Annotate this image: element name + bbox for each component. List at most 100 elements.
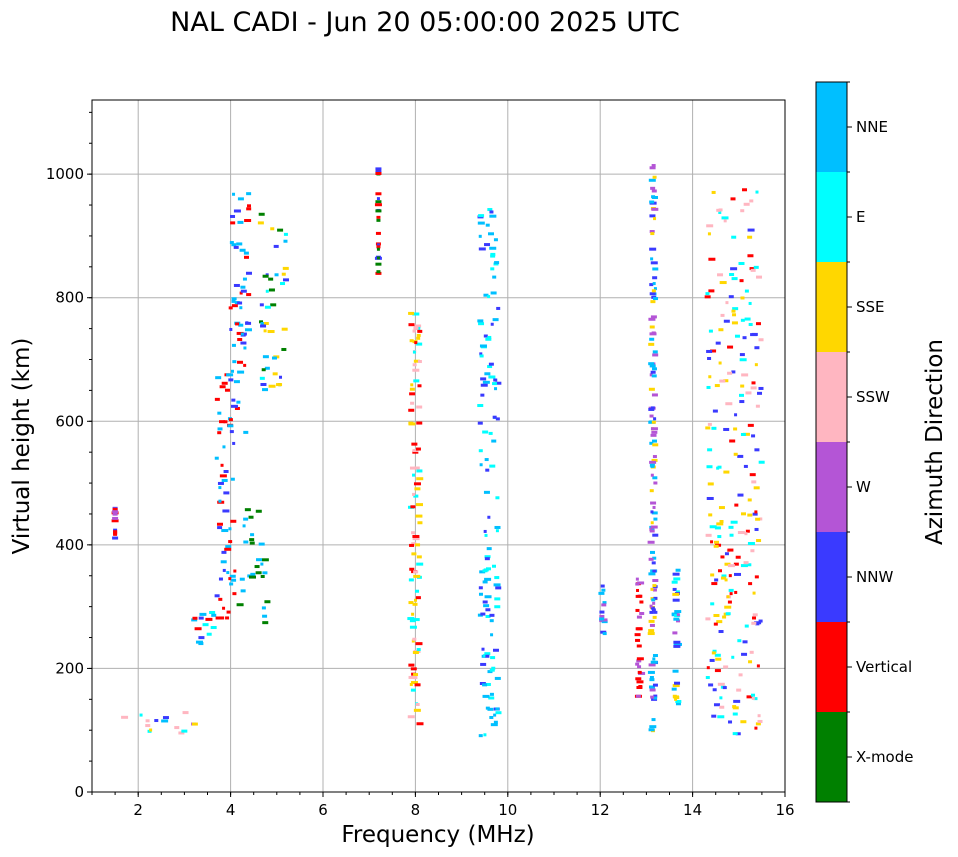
echo-mark [489,246,497,250]
colorbar-segment-e [816,172,847,262]
echo-mark [260,574,265,578]
echo-mark [758,338,764,342]
echo-mark [751,696,755,700]
echo-mark [636,657,644,661]
echo-mark [744,317,751,321]
echo-mark [649,214,656,218]
echo-mark [237,220,244,224]
echo-mark [264,366,270,370]
echo-mark [258,542,265,546]
echo-mark [223,469,229,473]
echo-mark [731,321,738,325]
echo-mark [477,221,485,225]
echo-mark [484,652,491,656]
echo-mark [413,598,417,602]
echo-mark [652,267,659,271]
echo-mark [491,439,497,443]
echo-mark [494,597,501,601]
echo-mark [652,683,658,687]
echo-mark [495,586,502,590]
echo-mark [490,252,496,256]
echo-mark [199,612,207,616]
echo-mark [490,723,498,727]
echo-mark [752,512,758,516]
y-tick-label: 400 [55,536,84,554]
echo-mark [485,706,490,710]
echo-mark [261,558,269,562]
echo-mark [259,303,264,307]
echo-mark [161,719,169,723]
echo-mark [280,282,286,286]
echo-mark [482,694,490,698]
echo-mark [415,514,423,518]
echo-mark [270,303,277,307]
echo-mark [748,323,753,327]
echo-mark [139,713,143,717]
echo-mark [649,166,656,170]
echo-mark [648,387,655,391]
echo-mark [262,274,269,278]
echo-mark [480,383,488,387]
echo-mark [649,337,655,341]
echo-mark [412,312,420,316]
echo-mark [484,243,491,247]
echo-mark [672,587,677,591]
echo-mark [652,588,657,592]
echo-mark [267,330,275,334]
echo-mark [639,594,643,598]
echo-mark [416,469,423,473]
echo-mark [648,342,655,346]
echo-mark [754,575,759,579]
echo-mark [482,380,490,384]
echo-mark [731,235,737,239]
echo-mark [650,606,655,610]
echo-mark [650,257,654,261]
grid-lines [92,100,786,793]
echo-mark [706,465,713,469]
echo-mark [734,334,740,338]
echo-mark [260,322,265,326]
echo-mark [649,610,654,614]
echo-mark [653,696,658,700]
echo-mark [648,362,655,366]
colorbar-segment-nnw [816,532,847,622]
echo-mark [734,503,739,507]
echo-mark [417,521,423,525]
echo-mark [650,406,655,410]
echo-mark [376,215,381,219]
echo-mark [413,466,420,470]
echo-mark [482,430,489,434]
echo-mark [480,393,485,397]
echo-mark [650,232,655,236]
x-tick-label: 10 [498,801,517,819]
echo-mark [740,720,747,724]
echo-mark [748,301,752,305]
echo-mark [281,272,286,276]
echo-mark [711,190,716,194]
echo-mark [650,315,657,319]
echo-mark [255,571,262,575]
echo-mark [154,719,159,723]
echo-mark [755,722,761,726]
echo-mark [675,702,681,706]
echo-mark [413,673,419,677]
echo-mark [222,606,226,610]
echo-mark [747,235,753,239]
echo-mark [219,474,227,478]
echo-mark [639,611,645,615]
echo-mark [376,247,380,251]
echo-mark [230,404,238,408]
echo-mark [652,505,656,509]
echo-mark [408,323,415,327]
echo-mark [731,655,735,659]
echo-mark [482,683,488,687]
echo-mark [488,375,496,379]
echo-mark [478,234,482,238]
echo-mark [672,592,680,596]
echo-mark [636,588,640,592]
echo-mark [711,426,717,430]
echo-mark [219,385,226,389]
echo-mark [412,676,418,680]
echo-mark [220,463,224,467]
echo-mark [598,591,605,595]
